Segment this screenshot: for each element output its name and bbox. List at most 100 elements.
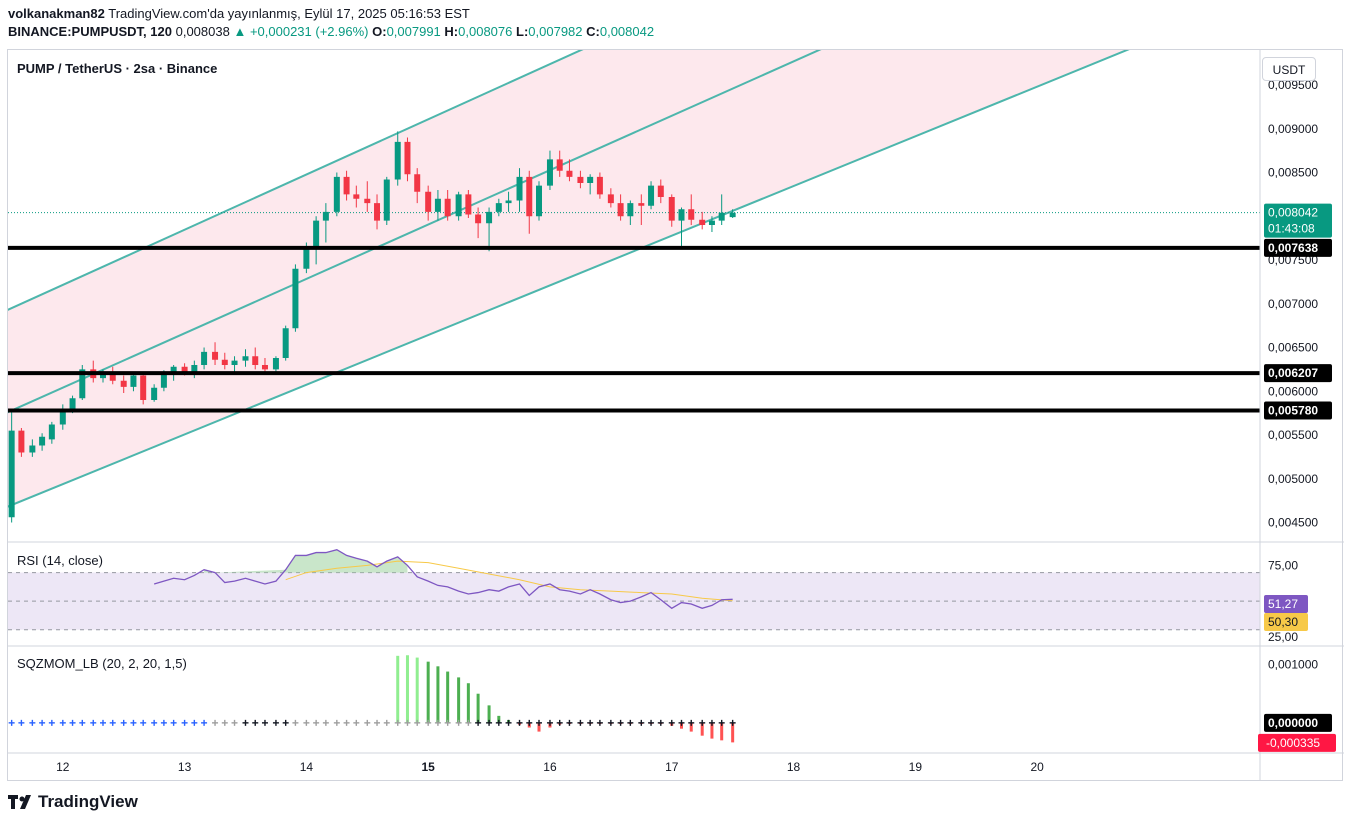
candle-body — [617, 203, 624, 217]
candle-body — [444, 198, 451, 217]
tradingview-logo[interactable]: TradingView — [8, 792, 138, 812]
level-price-label: 0,007638 — [1268, 241, 1318, 255]
time-tick-label: 14 — [300, 760, 314, 774]
price-tick-label: 0,008500 — [1268, 166, 1318, 180]
price-pane — [8, 50, 1260, 523]
candle-body — [48, 424, 55, 440]
price-tick-label: 0,009000 — [1268, 122, 1318, 136]
time-tick-label: 17 — [665, 760, 679, 774]
candle-body — [59, 408, 66, 425]
momentum-bar — [710, 722, 714, 739]
candle-body — [303, 246, 310, 269]
candle-body — [69, 398, 76, 409]
momentum-bar — [415, 657, 419, 723]
last-price-label: 0,008042 — [1268, 206, 1318, 220]
time-tick-label: 13 — [178, 760, 192, 774]
time-tick-label: 18 — [787, 760, 801, 774]
symbol-legend: BINANCE:PUMPUSDT, 120 0,008038 ▲ +0,0002… — [8, 24, 654, 40]
candle-body — [374, 203, 381, 221]
currency-button[interactable]: USDT — [1262, 57, 1316, 81]
momentum-bar — [396, 655, 400, 723]
candle-body — [39, 436, 46, 446]
rsi-ma-tag — [1264, 613, 1308, 631]
candle-body — [8, 430, 15, 518]
last-price: 0,008038 — [175, 24, 230, 39]
price-tick-label: 0,004500 — [1268, 516, 1318, 530]
candle-body — [536, 185, 543, 217]
time-tick-label: 20 — [1030, 760, 1044, 774]
sqz-last-label: -0,000335 — [1266, 736, 1320, 750]
candle-body — [18, 430, 25, 453]
axes: 0,0095000,0090000,0085000,0075000,007000… — [8, 49, 1344, 780]
momentum-bar — [405, 655, 409, 723]
channel-line-upper — [8, 50, 584, 311]
candle-body — [343, 176, 350, 195]
candle-body — [708, 220, 715, 225]
sqz-title[interactable]: SQZMOM_LB (20, 2, 20, 1,5) — [17, 656, 187, 671]
candle-body — [292, 268, 299, 329]
candle-body — [272, 358, 279, 370]
candle-body — [638, 203, 645, 206]
open-label: O: — [372, 24, 387, 39]
sqz-zero-tag — [1264, 713, 1332, 732]
momentum-bar — [700, 722, 704, 736]
candle-body — [465, 194, 472, 215]
squeeze-momentum-pane — [8, 645, 1344, 743]
candle-body — [505, 200, 512, 204]
candle-body — [556, 159, 563, 171]
logo-text: TradingView — [38, 792, 138, 811]
candle-body — [29, 445, 36, 453]
price-tick-label: 0,007000 — [1268, 297, 1318, 311]
rsi-value-label: 51,27 — [1268, 597, 1298, 611]
level-price-label: 0,005780 — [1268, 404, 1318, 418]
momentum-bar — [689, 722, 693, 732]
candle-body — [486, 211, 493, 224]
candle-body — [587, 176, 594, 183]
low-value: 0,007982 — [528, 24, 583, 39]
symbol-name[interactable]: BINANCE:PUMPUSDT, 120 — [8, 24, 172, 39]
candle-body — [678, 209, 685, 221]
candle-body — [566, 170, 573, 177]
candle-body — [79, 369, 86, 399]
candle-body — [404, 141, 411, 175]
candle-body — [516, 176, 523, 201]
momentum-bar — [436, 666, 440, 723]
candle-body — [627, 203, 634, 217]
candle-body — [252, 356, 259, 365]
candle-body — [140, 375, 147, 400]
candle-body — [425, 191, 432, 212]
candle-body — [242, 356, 249, 361]
publisher-username[interactable]: volkanakman82 — [8, 6, 105, 21]
sqz-last-tag — [1258, 733, 1336, 752]
momentum-bar — [497, 715, 501, 723]
candle-body — [353, 194, 360, 199]
last-price-tag — [1264, 203, 1332, 238]
sqz-zero-label: 0,000000 — [1268, 716, 1318, 730]
publish-date: TradingView.com'da yayınlanmış, Eylül 17… — [108, 6, 470, 21]
high-value: 0,008076 — [458, 24, 513, 39]
candle-body — [475, 214, 482, 224]
candle-body — [170, 366, 177, 374]
rsi-title[interactable]: RSI (14, close) — [17, 553, 103, 568]
channel-fill — [8, 50, 1127, 507]
candle-body — [648, 185, 655, 206]
candle-body — [151, 387, 158, 400]
candle-body — [181, 366, 188, 372]
channel-line-middle — [8, 50, 822, 414]
high-label: H: — [444, 24, 459, 39]
candle-body — [455, 194, 462, 217]
candle-body — [688, 209, 695, 220]
momentum-bar — [446, 671, 450, 723]
level-price-tag — [1264, 364, 1332, 383]
momentum-bar — [476, 693, 480, 723]
candle-body — [434, 198, 441, 212]
candle-body — [120, 380, 127, 387]
candle-body — [313, 220, 320, 247]
candle-body — [495, 203, 502, 212]
rsi-value-tag — [1264, 595, 1308, 613]
close-label: C: — [586, 24, 600, 39]
momentum-bar — [731, 722, 735, 743]
channel-line-lower — [8, 50, 1130, 508]
candle-body — [109, 373, 116, 381]
